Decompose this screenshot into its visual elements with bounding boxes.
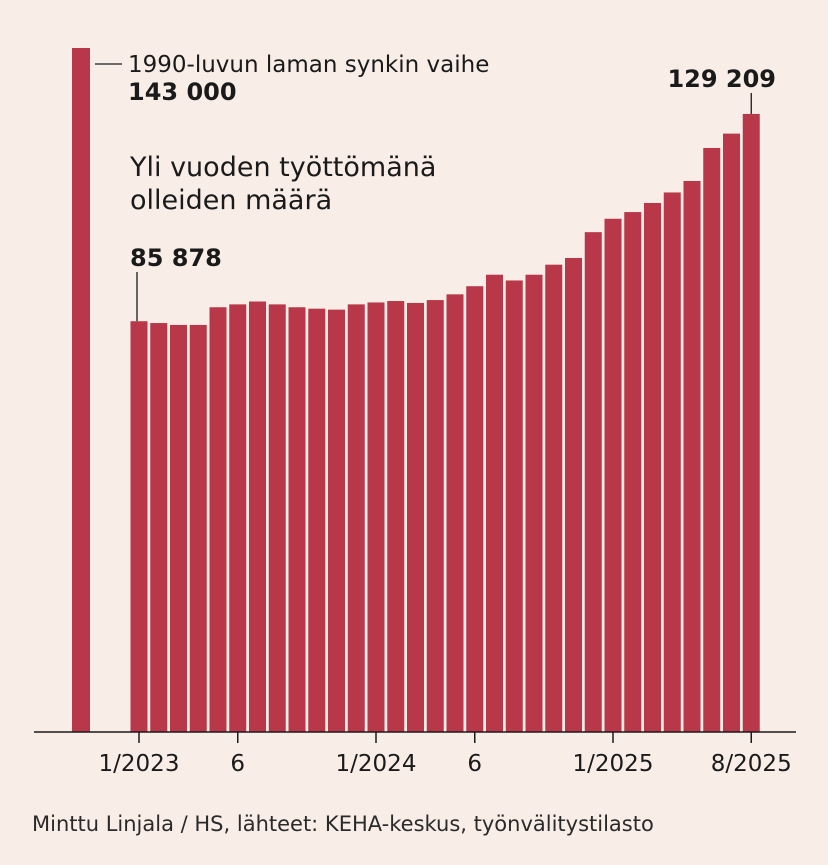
bar-1/2023 <box>130 321 148 732</box>
bar-4/2025 <box>663 192 681 733</box>
bar-11/2023 <box>328 309 345 732</box>
bar-2/2023 <box>150 323 168 732</box>
bar-6/2024 <box>466 286 484 732</box>
x-tick-label: 6 <box>467 751 482 777</box>
reference-bar <box>72 48 90 732</box>
bar-9/2024 <box>525 274 543 732</box>
bar-7/2025 <box>723 133 740 733</box>
bar-5/2025 <box>683 180 701 733</box>
bar-5/2023 <box>209 307 227 732</box>
bar-6/2023 <box>229 304 247 732</box>
bar-10/2023 <box>308 308 326 732</box>
reference-label: 1990-luvun laman synkin vaihe <box>128 52 489 78</box>
bar-9/2023 <box>288 307 306 732</box>
bar-1/2024 <box>367 302 385 732</box>
bar-3/2025 <box>644 202 661 733</box>
bar-12/2024 <box>584 232 602 732</box>
bar-7/2024 <box>486 274 503 732</box>
bar-8/2023 <box>268 304 286 732</box>
bar-5/2024 <box>446 294 464 732</box>
bar-10/2024 <box>545 264 563 732</box>
x-tick-label: 1/2025 <box>573 751 654 777</box>
bar-11/2024 <box>565 257 582 732</box>
x-tick-label: 1/2023 <box>99 751 180 777</box>
reference-value-label: 143 000 <box>128 78 237 106</box>
x-axis-ticks: 1/2023 6 1/2024 6 1/2025 8/2025 <box>99 732 792 777</box>
bar-chart: 1/2023 6 1/2024 6 1/2025 8/2025 1990-luvun la… <box>34 48 796 777</box>
end-value-label: 129 209 <box>667 65 776 93</box>
bar-4/2023 <box>189 324 207 732</box>
bar-3/2023 <box>170 324 187 732</box>
bar-3/2024 <box>407 302 424 732</box>
chart-title-line-2: olleiden määrä <box>130 185 332 216</box>
bar-series <box>72 48 760 733</box>
start-value-label: 85 878 <box>130 244 222 272</box>
bar-4/2024 <box>426 300 444 732</box>
bar-8/2025 <box>742 113 760 733</box>
bar-12/2023 <box>347 304 365 732</box>
bar-2/2024 <box>387 301 405 732</box>
source-credit: Minttu Linjala / HS, lähteet: KEHA-kesku… <box>32 812 654 836</box>
bar-2/2025 <box>624 212 642 732</box>
bar-8/2024 <box>505 280 523 732</box>
bar-6/2025 <box>703 147 721 732</box>
bar-1/2025 <box>604 218 622 732</box>
x-tick-label: 6 <box>230 751 245 777</box>
chart-title-line-1: Yli vuoden työttömänä <box>129 152 436 183</box>
annotations: 1990-luvun laman synkin vaihe 143 000 Yl… <box>95 52 776 322</box>
x-tick-label: 8/2025 <box>711 751 792 777</box>
bar-7/2023 <box>249 301 266 732</box>
x-tick-label: 1/2024 <box>336 751 417 777</box>
